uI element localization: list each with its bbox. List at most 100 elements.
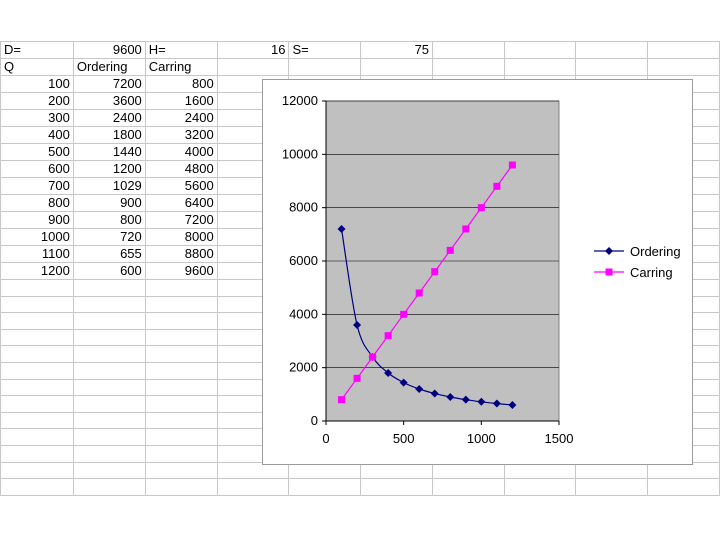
sheet-cell[interactable]: 600 — [0, 160, 74, 178]
sheet-cell[interactable] — [288, 58, 362, 76]
sheet-cell[interactable] — [144, 478, 218, 496]
sheet-cell[interactable] — [144, 361, 218, 380]
sheet-cell[interactable]: 75 — [360, 41, 434, 59]
sheet-cell[interactable] — [0, 444, 74, 463]
sheet-cell[interactable]: 655 — [72, 245, 146, 263]
sheet-cell[interactable] — [0, 328, 74, 347]
sheet-cell[interactable] — [360, 58, 434, 76]
sheet-cell[interactable] — [72, 411, 146, 430]
sheet-cell[interactable]: 8000 — [144, 228, 218, 246]
chart-area[interactable]: 0 2000 4000 6000 8000 10000 12000 0 500 1000 1500 O… — [262, 79, 693, 465]
sheet-cell[interactable] — [0, 478, 74, 496]
sheet-cell[interactable]: 100 — [0, 75, 74, 93]
sheet-cell[interactable] — [0, 461, 74, 480]
sheet-cell[interactable] — [647, 41, 720, 59]
sheet-cell[interactable]: 400 — [0, 126, 74, 144]
sheet-cell[interactable] — [503, 41, 577, 59]
sheet-cell[interactable]: 4000 — [144, 143, 218, 161]
sheet-cell[interactable] — [0, 411, 74, 430]
sheet-cell[interactable] — [0, 378, 74, 397]
sheet-cell[interactable]: D= — [0, 41, 74, 59]
sheet-cell[interactable]: 700 — [0, 177, 74, 195]
sheet-cell[interactable] — [0, 295, 74, 314]
sheet-cell[interactable]: Ordering — [72, 58, 146, 76]
sheet-cell[interactable]: 1200 — [0, 262, 74, 280]
sheet-cell[interactable]: 800 — [72, 211, 146, 229]
sheet-cell[interactable]: 500 — [0, 143, 74, 161]
sheet-cell[interactable] — [575, 478, 649, 496]
sheet-cell[interactable]: H= — [144, 41, 218, 59]
sheet-cell[interactable] — [144, 411, 218, 430]
sheet-cell[interactable]: 6400 — [144, 194, 218, 212]
sheet-cell[interactable]: 720 — [72, 228, 146, 246]
sheet-cell[interactable] — [432, 41, 505, 59]
sheet-cell[interactable] — [144, 295, 218, 314]
sheet-cell[interactable]: 1100 — [0, 245, 74, 263]
sheet-cell[interactable] — [216, 58, 290, 76]
sheet-cell[interactable] — [72, 461, 146, 480]
sheet-cell[interactable] — [144, 461, 218, 480]
sheet-cell[interactable] — [72, 395, 146, 413]
sheet-cell[interactable]: 2400 — [144, 109, 218, 127]
sheet-cell[interactable] — [144, 328, 218, 347]
sheet-cell[interactable]: 7200 — [72, 75, 146, 93]
sheet-cell[interactable]: 300 — [0, 109, 74, 127]
sheet-cell[interactable]: 800 — [0, 194, 74, 212]
sheet-cell[interactable] — [0, 428, 74, 446]
sheet-cell[interactable] — [575, 58, 649, 76]
sheet-cell[interactable] — [216, 478, 290, 496]
sheet-cell[interactable] — [144, 395, 218, 413]
sheet-cell[interactable]: Carring — [144, 58, 218, 76]
sheet-cell[interactable] — [72, 478, 146, 496]
sheet-cell[interactable]: 1029 — [72, 177, 146, 195]
sheet-cell[interactable] — [72, 428, 146, 446]
sheet-cell[interactable] — [503, 58, 577, 76]
sheet-cell[interactable] — [72, 444, 146, 463]
sheet-cell[interactable]: 8800 — [144, 245, 218, 263]
sheet-cell[interactable]: 7200 — [144, 211, 218, 229]
sheet-cell[interactable]: 16 — [216, 41, 290, 59]
sheet-cell[interactable]: 900 — [0, 211, 74, 229]
sheet-cell[interactable] — [144, 378, 218, 397]
sheet-cell[interactable] — [360, 478, 434, 496]
sheet-cell[interactable] — [647, 58, 720, 76]
sheet-cell[interactable] — [432, 478, 505, 496]
sheet-cell[interactable] — [0, 345, 74, 363]
sheet-cell[interactable]: 1600 — [144, 92, 218, 110]
sheet-cell[interactable] — [144, 345, 218, 363]
sheet-cell[interactable]: 5600 — [144, 177, 218, 195]
sheet-cell[interactable] — [72, 361, 146, 380]
sheet-cell[interactable]: S= — [288, 41, 362, 59]
sheet-cell[interactable] — [72, 312, 146, 330]
sheet-cell[interactable] — [432, 58, 505, 76]
sheet-cell[interactable]: 9600 — [144, 262, 218, 280]
sheet-cell[interactable]: 3600 — [72, 92, 146, 110]
sheet-cell[interactable]: 1440 — [72, 143, 146, 161]
sheet-cell[interactable] — [503, 478, 577, 496]
sheet-cell[interactable]: 3200 — [144, 126, 218, 144]
sheet-cell[interactable]: Q — [0, 58, 74, 76]
sheet-cell[interactable]: 1800 — [72, 126, 146, 144]
sheet-cell[interactable]: 900 — [72, 194, 146, 212]
sheet-cell[interactable] — [144, 279, 218, 297]
sheet-cell[interactable] — [72, 295, 146, 314]
sheet-cell[interactable]: 200 — [0, 92, 74, 110]
sheet-cell[interactable] — [0, 279, 74, 297]
sheet-cell[interactable] — [144, 428, 218, 446]
sheet-cell[interactable]: 2400 — [72, 109, 146, 127]
sheet-cell[interactable]: 9600 — [72, 41, 146, 59]
sheet-cell[interactable] — [72, 345, 146, 363]
sheet-cell[interactable] — [72, 328, 146, 347]
sheet-cell[interactable]: 800 — [144, 75, 218, 93]
sheet-cell[interactable] — [647, 478, 720, 496]
sheet-cell[interactable] — [0, 395, 74, 413]
sheet-cell[interactable] — [0, 312, 74, 330]
sheet-cell[interactable] — [144, 312, 218, 330]
sheet-cell[interactable]: 1000 — [0, 228, 74, 246]
sheet-cell[interactable] — [0, 361, 74, 380]
sheet-cell[interactable]: 1200 — [72, 160, 146, 178]
sheet-cell[interactable] — [288, 478, 362, 496]
sheet-cell[interactable]: 4800 — [144, 160, 218, 178]
sheet-cell[interactable] — [72, 378, 146, 397]
sheet-cell[interactable] — [575, 41, 649, 59]
